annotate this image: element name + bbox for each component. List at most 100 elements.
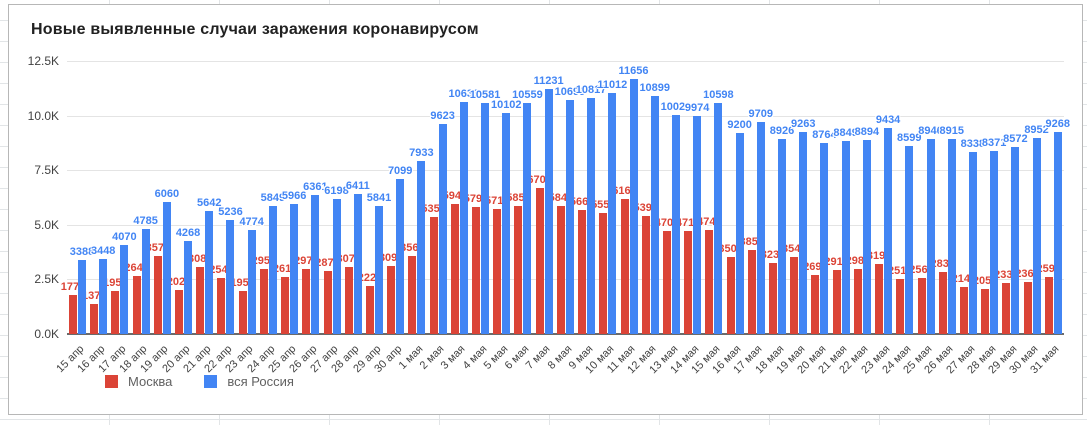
bar-moscow-21-мая[interactable] xyxy=(832,270,841,334)
bar-moscow-17-мая[interactable] xyxy=(747,250,756,334)
bar-moscow-28-апр[interactable] xyxy=(344,267,353,334)
bar-russia-4-мая[interactable] xyxy=(481,103,490,334)
bar-russia-23-апр[interactable] xyxy=(247,230,256,334)
bar-moscow-3-мая[interactable] xyxy=(450,204,459,334)
bar-moscow-17-апр[interactable] xyxy=(111,291,120,334)
bar-russia-24-мая[interactable] xyxy=(905,146,914,334)
bar-russia-16-апр[interactable] xyxy=(99,259,108,334)
bar-russia-19-мая[interactable] xyxy=(799,132,808,334)
bar-russia-19-апр[interactable] xyxy=(162,202,171,334)
bar-moscow-7-мая[interactable] xyxy=(535,188,544,334)
bar-russia-25-мая[interactable] xyxy=(926,139,935,334)
bar-moscow-29-мая[interactable] xyxy=(1002,283,1011,334)
bar-moscow-30-апр[interactable] xyxy=(387,266,396,334)
bar-russia-21-апр[interactable] xyxy=(205,211,214,334)
bar-russia-28-мая[interactable] xyxy=(990,151,999,334)
bar-moscow-5-мая[interactable] xyxy=(493,209,502,334)
bar-russia-30-мая[interactable] xyxy=(1032,138,1041,334)
bar-moscow-6-мая[interactable] xyxy=(514,206,523,334)
bar-moscow-16-апр[interactable] xyxy=(90,304,99,334)
bar-russia-12-мая[interactable] xyxy=(650,96,659,334)
bar-russia-9-мая[interactable] xyxy=(587,98,596,334)
bar-russia-18-мая[interactable] xyxy=(778,139,787,334)
bar-russia-18-апр[interactable] xyxy=(141,229,150,334)
bar-moscow-9-мая[interactable] xyxy=(578,210,587,334)
bar-russia-14-мая[interactable] xyxy=(693,116,702,334)
bar-russia-27-апр[interactable] xyxy=(332,199,341,334)
bar-russia-8-мая[interactable] xyxy=(565,100,574,334)
bar-moscow-18-мая[interactable] xyxy=(769,263,778,334)
bar-moscow-25-апр[interactable] xyxy=(281,277,290,334)
bar-moscow-26-апр[interactable] xyxy=(302,269,311,334)
bar-russia-26-апр[interactable] xyxy=(311,195,320,334)
bar-russia-16-мая[interactable] xyxy=(735,133,744,334)
bar-value-label: 6060 xyxy=(154,188,180,200)
bar-russia-26-мая[interactable] xyxy=(947,139,956,334)
bar-moscow-18-апр[interactable] xyxy=(132,276,141,334)
bar-russia-1-мая[interactable] xyxy=(417,161,426,334)
bar-russia-22-апр[interactable] xyxy=(226,220,235,334)
bar-russia-20-мая[interactable] xyxy=(820,143,829,334)
bar-moscow-30-мая[interactable] xyxy=(1023,282,1032,334)
bar-russia-24-апр[interactable] xyxy=(268,206,277,334)
bar-russia-17-мая[interactable] xyxy=(756,122,765,334)
bar-moscow-24-апр[interactable] xyxy=(259,269,268,334)
bar-russia-13-мая[interactable] xyxy=(671,115,680,334)
bar-russia-17-апр[interactable] xyxy=(120,245,129,334)
bar-moscow-15-мая[interactable] xyxy=(705,230,714,334)
bar-russia-27-мая[interactable] xyxy=(968,152,977,334)
bar-moscow-19-мая[interactable] xyxy=(790,257,799,334)
bar-russia-11-мая[interactable] xyxy=(629,79,638,334)
legend-item-moscow[interactable]: Москва xyxy=(105,374,172,389)
bar-moscow-20-апр[interactable] xyxy=(175,290,184,334)
bar-moscow-23-апр[interactable] xyxy=(238,291,247,334)
bar-moscow-20-мая[interactable] xyxy=(811,275,820,334)
bar-russia-23-мая[interactable] xyxy=(884,128,893,334)
bar-russia-28-апр[interactable] xyxy=(353,194,362,334)
bar-russia-15-мая[interactable] xyxy=(714,103,723,334)
bar-moscow-28-мая[interactable] xyxy=(981,289,990,334)
bar-moscow-15-апр[interactable] xyxy=(69,295,77,334)
bar-moscow-11-мая[interactable] xyxy=(620,199,629,334)
bar-moscow-4-мая[interactable] xyxy=(472,207,481,334)
bar-russia-15-апр[interactable] xyxy=(78,260,86,334)
bar-moscow-22-апр[interactable] xyxy=(217,278,226,334)
bar-moscow-24-мая[interactable] xyxy=(896,279,905,334)
bar-russia-29-мая[interactable] xyxy=(1011,147,1020,334)
y-axis-tick-label: 2.5K xyxy=(34,272,59,287)
bar-moscow-21-апр[interactable] xyxy=(196,267,205,334)
bar-russia-22-мая[interactable] xyxy=(862,140,871,334)
bar-moscow-10-мая[interactable] xyxy=(599,213,608,334)
bar-russia-31-мая[interactable] xyxy=(1053,132,1062,334)
bar-moscow-19-апр[interactable] xyxy=(153,256,162,334)
bar-russia-10-мая[interactable] xyxy=(608,93,617,334)
bar-moscow-27-апр[interactable] xyxy=(323,271,332,334)
bar-moscow-1-мая[interactable] xyxy=(408,256,417,334)
bar-russia-30-апр[interactable] xyxy=(396,179,405,334)
bar-moscow-2-мая[interactable] xyxy=(429,217,438,334)
bar-russia-25-апр[interactable] xyxy=(290,204,299,334)
bar-russia-21-мая[interactable] xyxy=(841,141,850,334)
bar-moscow-16-мая[interactable] xyxy=(726,257,735,334)
bar-moscow-27-мая[interactable] xyxy=(959,287,968,334)
bar-russia-6-мая[interactable] xyxy=(523,103,532,334)
bar-russia-5-мая[interactable] xyxy=(502,113,511,334)
bar-russia-2-мая[interactable] xyxy=(438,124,447,334)
bar-moscow-31-мая[interactable] xyxy=(1044,277,1053,334)
bar-moscow-25-мая[interactable] xyxy=(917,278,926,334)
bar-russia-7-мая[interactable] xyxy=(544,89,553,334)
bar-moscow-23-мая[interactable] xyxy=(875,264,884,334)
bar-moscow-12-мая[interactable] xyxy=(641,216,650,334)
bar-moscow-13-мая[interactable] xyxy=(662,231,671,334)
bar-moscow-29-апр[interactable] xyxy=(365,286,374,334)
bar-russia-29-апр[interactable] xyxy=(374,206,383,334)
bar-moscow-8-мая[interactable] xyxy=(556,206,565,334)
bar-russia-3-мая[interactable] xyxy=(459,102,468,334)
bar-moscow-26-мая[interactable] xyxy=(938,272,947,334)
bar-russia-20-апр[interactable] xyxy=(184,241,193,334)
legend-item-russia[interactable]: вся Россия xyxy=(204,374,294,389)
bar-value-label: 4785 xyxy=(133,215,158,227)
bar-moscow-14-мая[interactable] xyxy=(684,231,693,334)
bar-moscow-22-мая[interactable] xyxy=(853,269,862,334)
bar-value-label: 9268 xyxy=(1045,118,1071,130)
